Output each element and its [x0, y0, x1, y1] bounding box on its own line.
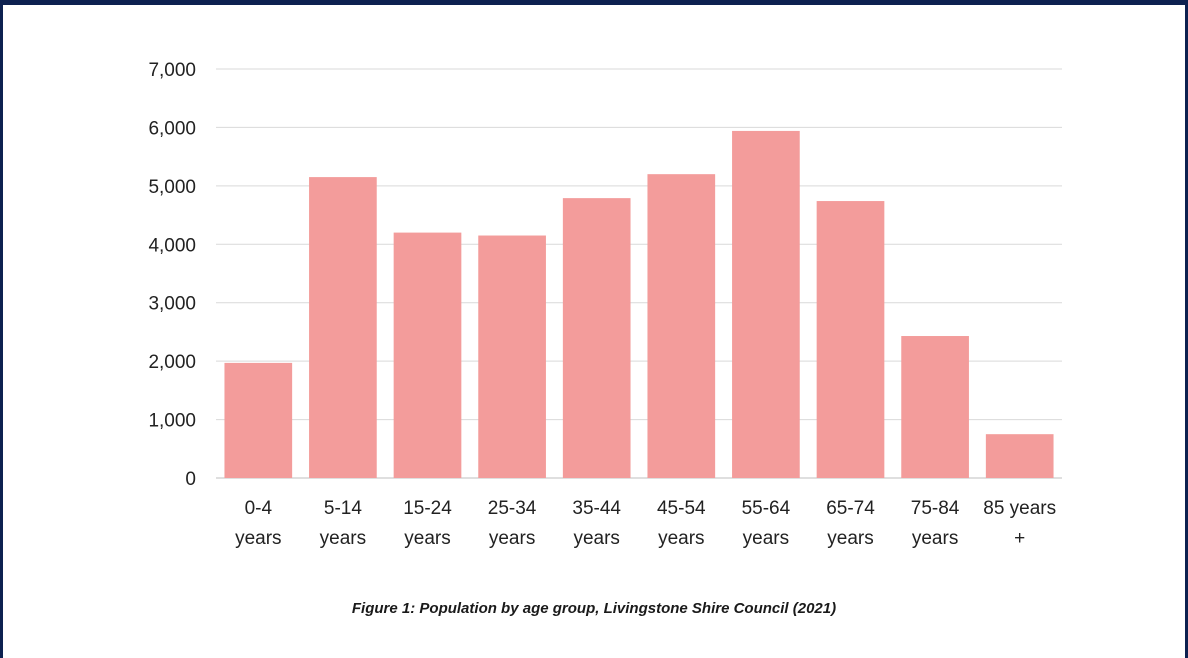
bar	[562, 198, 631, 478]
x-category-label: 5-14 years	[320, 498, 366, 549]
bars	[224, 130, 1054, 479]
y-tick-label: 2,000	[148, 352, 196, 373]
x-category-label: 85 years +	[983, 498, 1056, 549]
y-tick-label: 1,000	[148, 411, 196, 432]
bar	[732, 130, 800, 479]
y-tick-label: 3,000	[148, 294, 196, 315]
y-axis-ticks: 0 1,000 2,000 3,000 4,000 5,000 6,000 7,000	[148, 60, 196, 490]
y-tick-label: 7,000	[148, 60, 196, 81]
bar	[393, 232, 462, 478]
x-axis-categories: 0-4 years 5-14 years 15-24 years 25-34 years 35-…	[235, 498, 1056, 549]
x-category-label: 75-84 years	[911, 498, 960, 549]
population-bar-chart: 0 1,000 2,000 3,000 4,000 5,000 6,000 7,000 0-4…	[148, 60, 1062, 549]
y-tick-label: 0	[185, 469, 196, 490]
x-category-label: 55-64 years	[742, 498, 791, 549]
x-category-label: 45-54 years	[657, 498, 706, 549]
y-tick-label: 4,000	[148, 235, 196, 256]
bar	[478, 235, 546, 478]
bar	[901, 336, 969, 478]
x-category-label: 15-24 years	[403, 498, 452, 549]
bar	[309, 177, 377, 479]
bar	[816, 201, 885, 478]
x-category-label: 35-44 years	[572, 498, 621, 549]
figure-caption: Figure 1: Population by age group, Livin…	[351, 600, 837, 617]
x-category-label: 25-34 years	[488, 498, 537, 549]
y-tick-label: 6,000	[148, 118, 196, 139]
x-category-label: 0-4 years	[235, 498, 281, 549]
bar	[985, 434, 1054, 478]
bar	[224, 362, 293, 478]
y-tick-label: 5,000	[148, 177, 196, 198]
x-category-label: 65-74 years	[826, 498, 875, 549]
bar	[647, 174, 716, 478]
